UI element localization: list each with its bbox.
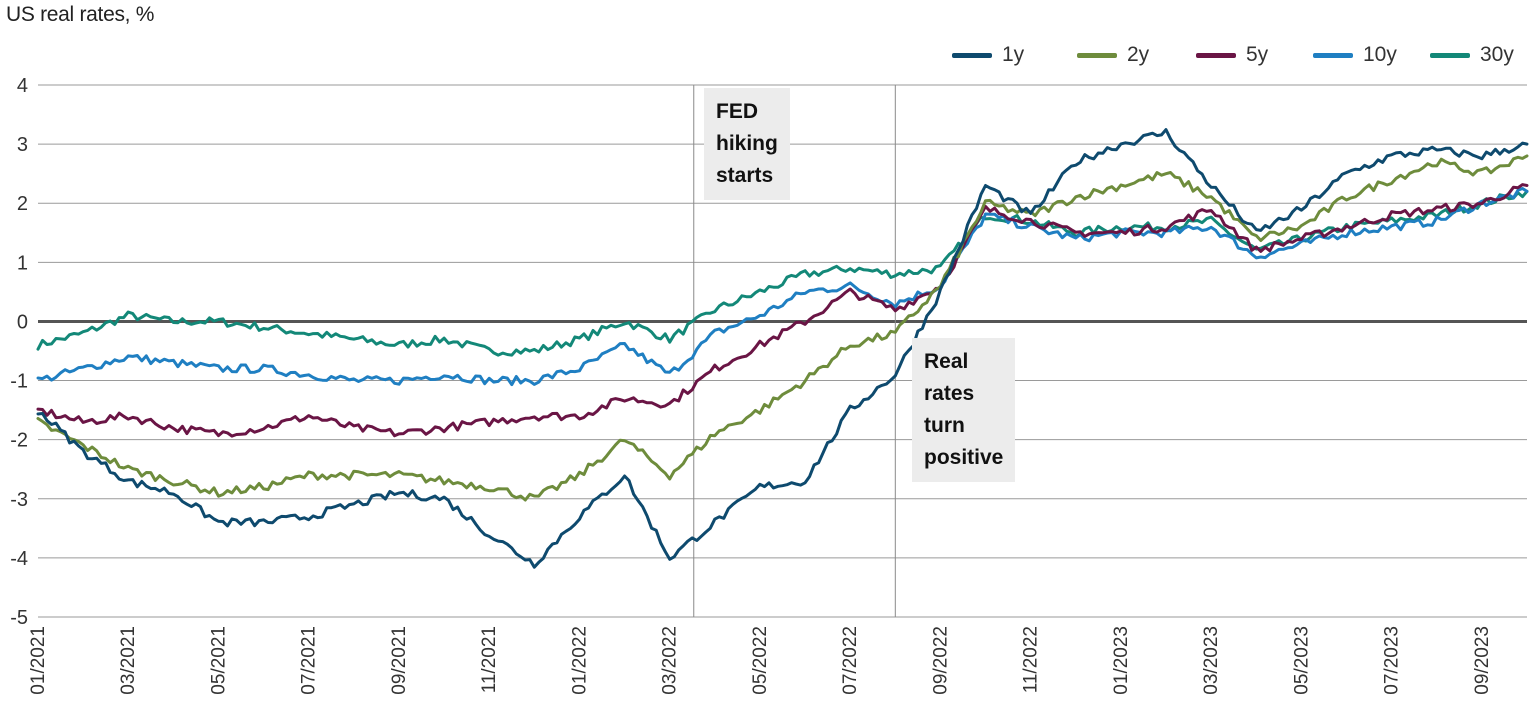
legend-item-5y: 5y bbox=[1196, 42, 1268, 68]
annotation-real-line-4: positive bbox=[924, 446, 1004, 469]
legend-swatch-2y bbox=[1077, 52, 1117, 58]
y-tick-label: -5 bbox=[10, 607, 28, 629]
annotation-real-line-3: turn bbox=[924, 414, 965, 437]
series-line-2y bbox=[36, 154, 1529, 502]
legend-item-2y: 2y bbox=[1077, 42, 1149, 68]
x-tick-label: 03/2022 bbox=[660, 626, 681, 695]
y-tick-label: -3 bbox=[10, 489, 28, 511]
x-tick-label: 07/2022 bbox=[840, 626, 861, 695]
legend-label-2y: 2y bbox=[1127, 43, 1150, 66]
legend-label-5y: 5y bbox=[1246, 43, 1269, 66]
x-tick-label: 09/2021 bbox=[389, 626, 410, 695]
event-lines bbox=[693, 85, 896, 617]
x-tick-label: 03/2021 bbox=[118, 626, 139, 695]
legend-swatch-1y bbox=[952, 52, 992, 58]
x-tick-label: 01/2022 bbox=[569, 626, 590, 695]
x-axis-ticks: 01/2021 03/2021 05/2021 07/2021 09/2021 11/20… bbox=[28, 626, 1493, 695]
legend-label-10y: 10y bbox=[1363, 43, 1397, 66]
legend: 1y 2y 5y 10y 30y bbox=[0, 42, 1532, 68]
legend-label-1y: 1y bbox=[1002, 43, 1025, 66]
x-tick-label: 03/2023 bbox=[1201, 626, 1222, 695]
x-tick-label: 01/2021 bbox=[28, 626, 49, 695]
x-tick-label: 05/2021 bbox=[208, 626, 229, 695]
series-line-5y bbox=[36, 183, 1529, 438]
legend-item-1y: 1y bbox=[952, 42, 1024, 68]
legend-swatch-30y bbox=[1430, 52, 1470, 58]
y-tick-label: 1 bbox=[17, 252, 28, 274]
series-line-30y bbox=[36, 189, 1529, 357]
y-tick-label: 4 bbox=[17, 75, 28, 97]
annotation-fed-line-3: starts bbox=[716, 164, 774, 187]
y-tick-label: -2 bbox=[10, 430, 28, 452]
series-line-10y bbox=[36, 187, 1529, 387]
annotation-real-line-1: Real bbox=[924, 350, 969, 373]
series-lines bbox=[36, 128, 1529, 569]
y-tick-label: 2 bbox=[17, 193, 28, 215]
x-tick-label: 05/2022 bbox=[750, 626, 771, 695]
chart-title: US real rates, % bbox=[6, 3, 155, 26]
legend-item-10y: 10y bbox=[1313, 42, 1397, 68]
x-tick-label: 07/2021 bbox=[299, 626, 320, 695]
y-tick-label: 0 bbox=[17, 311, 28, 333]
y-tick-label: -4 bbox=[10, 548, 28, 570]
annotation-fed-line-2: hiking bbox=[716, 132, 778, 155]
legend-swatch-5y bbox=[1196, 52, 1236, 58]
x-tick-label: 07/2023 bbox=[1382, 626, 1403, 695]
x-tick-label: 09/2023 bbox=[1472, 626, 1493, 695]
annotation-fed-line-1: FED bbox=[716, 100, 758, 123]
legend-label-30y: 30y bbox=[1480, 43, 1514, 66]
x-tick-label: 09/2022 bbox=[930, 626, 951, 695]
x-tick-label: 05/2023 bbox=[1291, 626, 1312, 695]
series-line-1y bbox=[36, 128, 1529, 569]
x-tick-label: 01/2023 bbox=[1111, 626, 1132, 695]
x-tick-label: 11/2022 bbox=[1021, 626, 1042, 693]
legend-swatch-10y bbox=[1313, 52, 1353, 58]
y-tick-label: 3 bbox=[17, 134, 28, 156]
annotation-fed-hiking: FED hiking starts bbox=[704, 88, 790, 200]
y-tick-label: -1 bbox=[10, 371, 28, 393]
legend-item-30y: 30y bbox=[1430, 42, 1514, 68]
annotation-real-rates-positive: Real rates turn positive bbox=[912, 338, 1016, 482]
annotation-real-line-2: rates bbox=[924, 382, 975, 405]
y-axis-ticks: 4 3 2 1 0 -1 -2 -3 -4 -5 bbox=[10, 75, 28, 629]
x-tick-label: 11/2021 bbox=[479, 626, 500, 693]
